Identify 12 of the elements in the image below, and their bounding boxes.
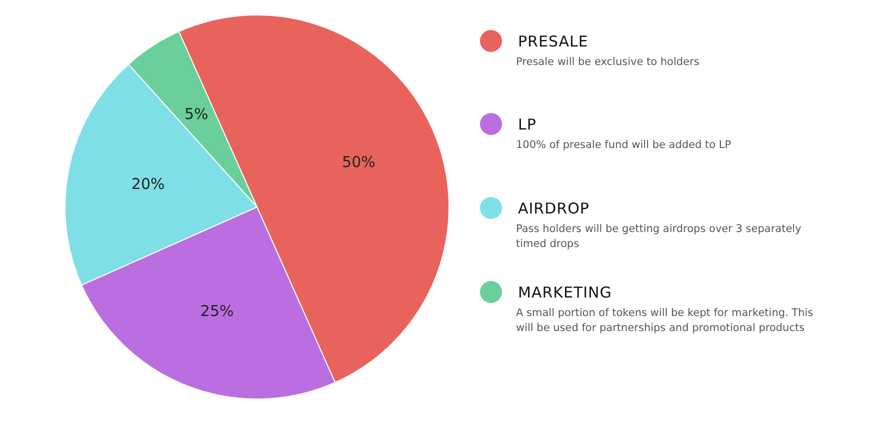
data-label: 50% xyxy=(342,152,376,171)
legend-label: AIRDROP xyxy=(518,199,590,218)
text: Presale will be exclusive to holders xyxy=(516,56,700,68)
text: Pass holders will be getting airdrops over 3 separately timed drops xyxy=(516,223,802,250)
legend-label: MARKETING xyxy=(518,283,612,302)
legend-label: PRESALE xyxy=(518,32,588,50)
data-label: 20% xyxy=(131,175,165,194)
text: A small portion of tokens will be kept for marketing. This will be used for partnerships and promotional products xyxy=(516,307,814,334)
legend-label: LP xyxy=(518,115,536,134)
text: 100% of presale fund will be added to LP xyxy=(516,139,732,151)
data-label: 5% xyxy=(184,104,208,123)
data-label: 25% xyxy=(200,302,234,320)
